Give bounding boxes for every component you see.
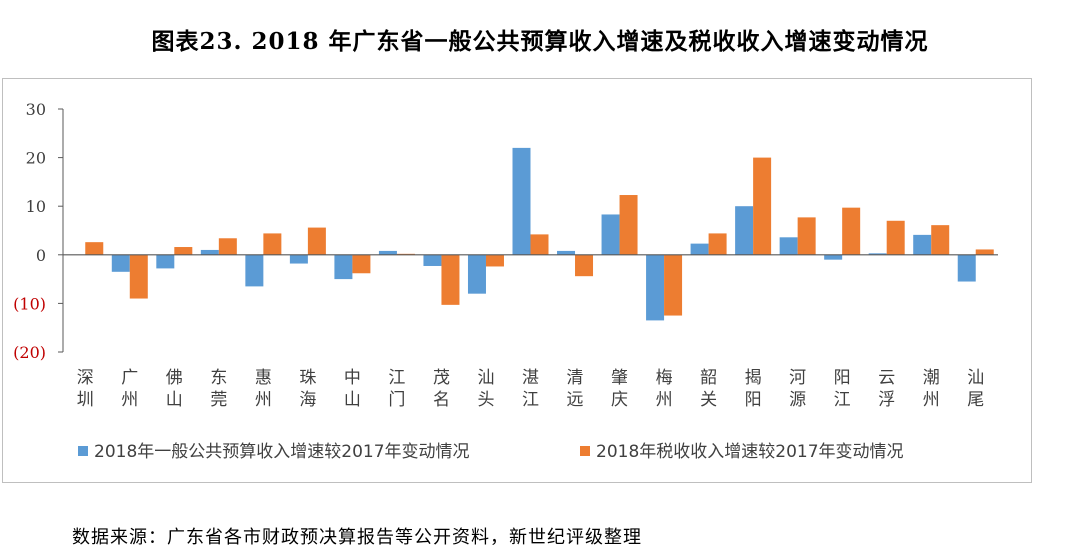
x-tick-label: 佛山 [166,368,183,410]
bar-budget-revenue-5 [289,254,308,264]
y-tick-label: (10) [13,294,46,313]
source-note: 数据来源：广东省各市财政预决算报告等公开资料，新世纪评级整理 [72,527,642,548]
y-tick-label: 0 [36,246,46,265]
x-tick-label: 广州 [121,368,138,410]
bar-budget-revenue-7 [378,250,397,255]
bar-tax-revenue-14 [708,233,727,255]
x-tick-label: 肇庆 [611,368,628,410]
x-tick-label: 深圳 [77,368,94,410]
bar-budget-revenue-19 [913,234,932,255]
y-tick-label: 30 [26,100,46,119]
bar-tax-revenue-10 [530,234,549,255]
bar-tax-revenue-11 [575,254,594,277]
bar-budget-revenue-11 [557,250,576,255]
bar-tax-revenue-18 [886,220,905,255]
bar-budget-revenue-3 [200,249,219,255]
bar-tax-revenue-13 [664,254,683,316]
bar-budget-revenue-15 [735,206,754,255]
x-tick-label: 茂名 [433,368,450,410]
chart-title: 图表23. 2018 年广东省一般公共预算收入增速及税收收入增速变动情况 [151,28,929,55]
x-tick-label: 云浮 [878,368,895,410]
bar-tax-revenue-19 [931,225,950,255]
x-tick-label: 江门 [388,368,405,410]
bar-tax-revenue-12 [619,195,638,255]
bar-budget-revenue-1 [111,254,130,272]
legend-label: 2018年一般公共预算收入增速较2017年变动情况 [94,442,470,462]
bars [85,147,994,321]
bar-budget-revenue-8 [423,254,442,266]
x-tick-label: 揭阳 [745,368,762,410]
bar-budget-revenue-16 [779,237,798,255]
x-tick-label: 汕尾 [967,368,984,410]
x-tick-label: 梅州 [656,368,673,410]
bar-budget-revenue-14 [690,243,709,255]
y-tick-label: (20) [13,343,46,362]
chart-frame [2,78,1032,483]
bar-tax-revenue-5 [307,227,326,255]
legend: 2018年一般公共预算收入增速较2017年变动情况 2018年税收收入增速较201… [78,442,904,462]
x-tick-label: 河源 [789,368,806,410]
bar-budget-revenue-17 [824,254,843,260]
y-tick-label: 20 [26,149,46,168]
bar-tax-revenue-8 [441,254,460,305]
bar-tax-revenue-0 [85,242,104,255]
x-tick-label: 清远 [567,368,584,410]
bar-tax-revenue-15 [753,157,772,255]
bar-budget-revenue-13 [646,254,665,321]
y-tick-label: 10 [26,197,46,216]
bar-tax-revenue-20 [975,249,994,255]
chart: 30 20 10 0 (10) (20) 深圳广州佛山东莞惠州珠海中山江门茂名汕头湛江清远… [13,100,998,462]
bar-tax-revenue-9 [485,254,504,267]
bar-tax-revenue-16 [797,217,816,255]
x-tick-label: 中山 [344,368,361,410]
x-tick-label: 惠州 [255,368,272,410]
bar-budget-revenue-2 [156,254,175,269]
bar-tax-revenue-3 [218,238,237,255]
bar-budget-revenue-6 [334,254,353,280]
x-tick-label: 韶关 [700,368,717,410]
x-tick-label: 潮州 [923,368,940,410]
bar-budget-revenue-12 [601,214,620,255]
x-tick-label: 东莞 [210,368,227,410]
bar-tax-revenue-6 [352,254,371,274]
bar-tax-revenue-4 [263,233,282,255]
y-axis: 30 20 10 0 (10) (20) [13,100,64,362]
x-tick-label: 汕头 [477,368,494,410]
x-tick-label: 湛江 [522,368,539,410]
bar-tax-revenue-1 [129,254,148,299]
bar-budget-revenue-4 [245,254,264,287]
bar-budget-revenue-10 [512,147,531,255]
bar-budget-revenue-20 [957,254,976,282]
x-tick-label: 珠海 [299,368,316,410]
legend-label: 2018年税收收入增速较2017年变动情况 [596,442,904,462]
bar-budget-revenue-18 [868,253,887,255]
bar-tax-revenue-17 [842,207,861,255]
legend-swatch [78,446,88,456]
x-tick-label: 阳江 [834,368,851,410]
bar-budget-revenue-9 [467,254,486,294]
x-axis-labels: 深圳广州佛山东莞惠州珠海中山江门茂名汕头湛江清远肇庆梅州韶关揭阳河源阳江云浮潮州… [77,368,984,410]
legend-swatch [580,446,590,456]
bar-tax-revenue-2 [174,247,193,255]
